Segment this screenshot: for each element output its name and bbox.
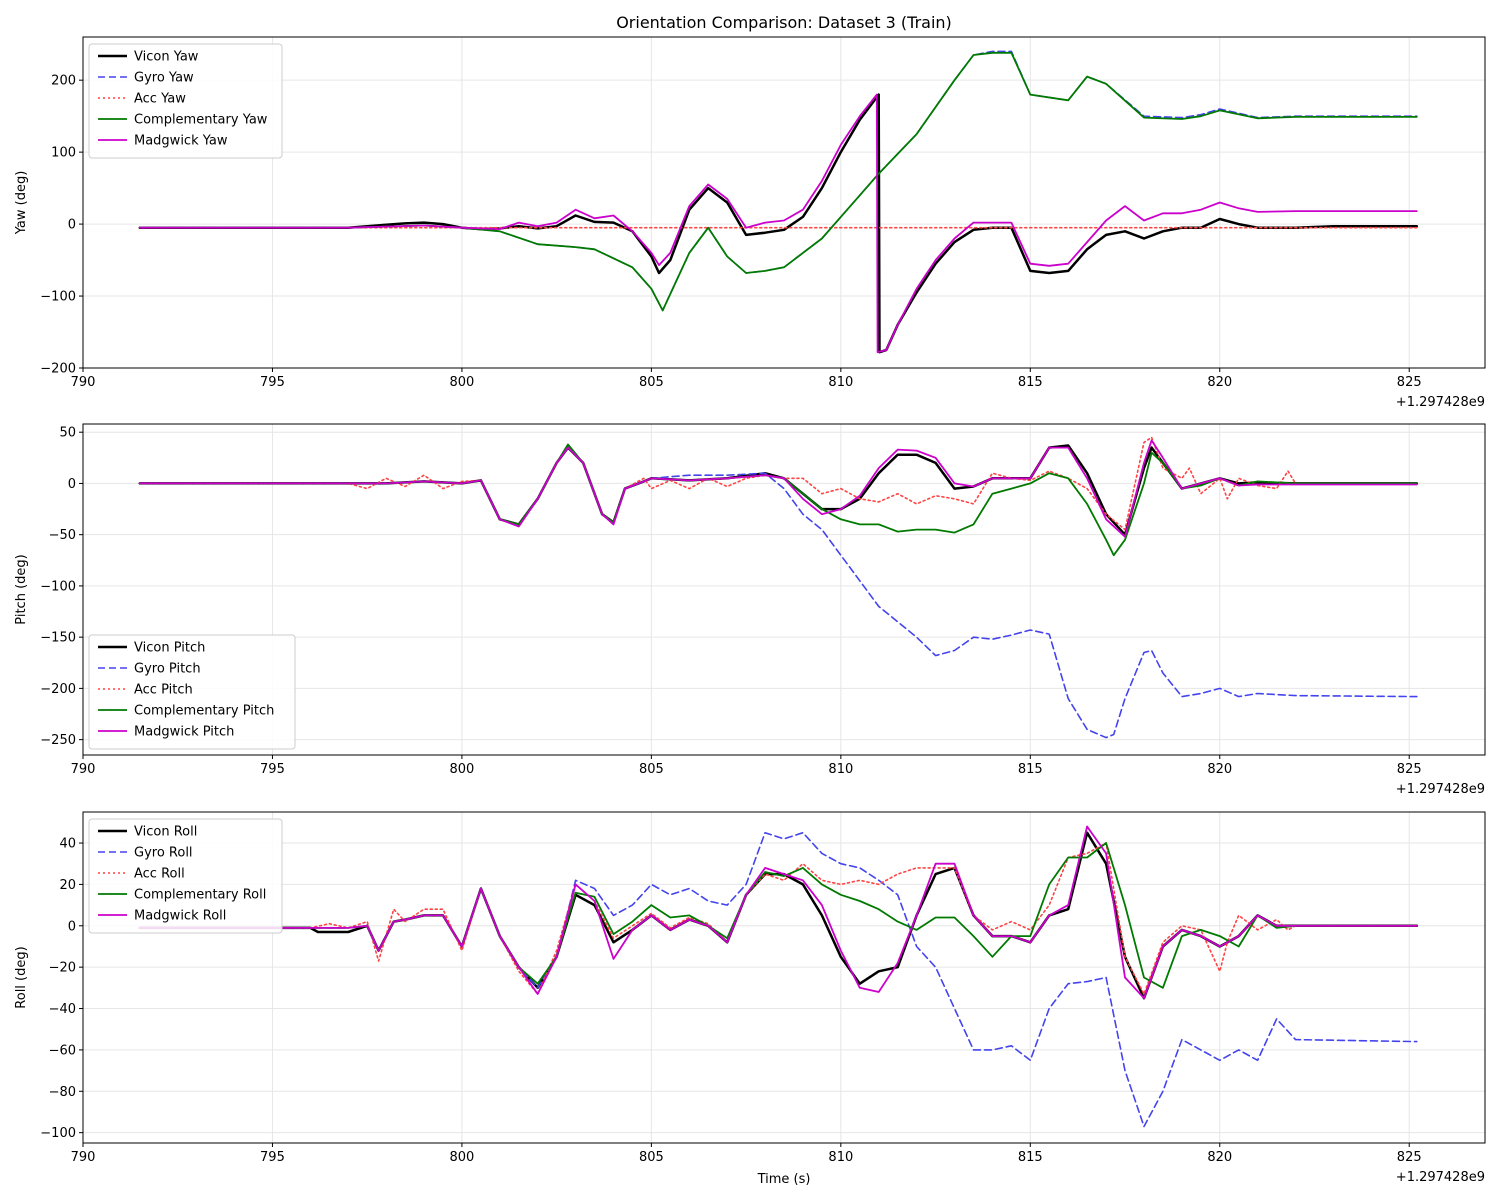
legend-label-madgwick-yaw: Madgwick Yaw	[134, 134, 228, 149]
y-tick-label: −250	[40, 733, 76, 748]
y-tick-label: −60	[49, 1043, 76, 1058]
x-offset-label: +1.297428e9	[1396, 395, 1485, 410]
y-tick-label: 0	[68, 218, 76, 233]
legend-label-vicon-roll: Vicon Roll	[134, 825, 197, 840]
series-line-gyro-yaw	[139, 50, 1418, 312]
legend-label-gyro-pitch: Gyro Pitch	[134, 662, 201, 677]
x-tick-label: 800	[450, 762, 475, 777]
x-tick-label: 810	[828, 1150, 853, 1165]
legend-box	[88, 634, 296, 750]
legend-label-madgwick-pitch: Madgwick Pitch	[134, 725, 234, 740]
y-tick-label: 100	[51, 146, 76, 161]
y-tick-label: −80	[49, 1085, 76, 1100]
y-tick-label: −40	[49, 1002, 76, 1017]
x-tick-label: 795	[260, 1150, 285, 1165]
x-tick-label: 790	[71, 1150, 96, 1165]
x-tick-label: 825	[1397, 375, 1422, 390]
y-tick-label: 0	[68, 919, 76, 934]
y-axis-label: Pitch (deg)	[14, 554, 29, 624]
x-tick-label: 805	[639, 762, 664, 777]
series-line-madgwick-pitch	[138, 439, 1418, 538]
y-axis-label: Roll (deg)	[14, 946, 29, 1008]
series-line-complementary-yaw	[138, 51, 1418, 312]
x-tick-label: 800	[450, 1150, 475, 1165]
legend-box	[88, 818, 283, 934]
pitch-panel: 790 795 800 805 810 815 820 825 −250 −200 −150 −100…	[14, 423, 1486, 797]
series-line-gyro-roll	[139, 831, 1418, 1128]
x-tick-label: 805	[639, 1150, 664, 1165]
y-tick-label: 50	[59, 426, 76, 441]
legend-label-complementary-roll: Complementary Roll	[134, 888, 266, 903]
axes-frame	[82, 423, 1486, 756]
x-tick-label: 815	[1018, 1150, 1043, 1165]
x-offset-label: +1.297428e9	[1396, 1170, 1485, 1185]
x-tick-label: 820	[1207, 375, 1232, 390]
x-tick-label: 800	[450, 375, 475, 390]
legend-label-vicon-yaw: Vicon Yaw	[134, 50, 199, 65]
roll-panel: 790 795 800 805 810 815 820 825 −100 −80 −60 −40 −20…	[14, 811, 1486, 1185]
yaw-panel: 790 795 800 805 810 815 820 825 −200 −100 0 100 200 +…	[14, 36, 1486, 410]
legend-label-complementary-yaw: Complementary Yaw	[134, 113, 268, 128]
y-tick-label: −200	[40, 682, 76, 697]
legend-label-acc-pitch: Acc Pitch	[134, 683, 193, 698]
series-line-acc-roll	[139, 842, 1418, 995]
x-axis-label: Time (s)	[757, 1172, 811, 1187]
x-tick-label: 815	[1018, 762, 1043, 777]
figure-title: Orientation Comparison: Dataset 3 (Train…	[616, 13, 952, 32]
y-axis-label: Yaw (deg)	[14, 171, 29, 236]
series-group	[138, 436, 1419, 739]
series-line-vicon-yaw	[138, 93, 1419, 354]
legend-label-acc-roll: Acc Roll	[134, 867, 185, 882]
legend: Vicon Pitch Gyro Pitch Acc Pitch Complement…	[88, 634, 296, 750]
legend-label-madgwick-roll: Madgwick Roll	[134, 909, 226, 924]
y-tick-label: −20	[49, 961, 76, 976]
y-tick-label: 0	[68, 477, 76, 492]
y-tick-label: −100	[40, 1126, 76, 1141]
legend-label-gyro-roll: Gyro Roll	[134, 846, 193, 861]
x-tick-label: 795	[260, 375, 285, 390]
legend-label-vicon-pitch: Vicon Pitch	[134, 641, 205, 656]
axes-frame	[82, 36, 1486, 369]
y-tick-label: 20	[59, 878, 76, 893]
series-line-madgwick-roll	[138, 825, 1418, 1000]
x-tick-label: 820	[1207, 762, 1232, 777]
y-tick-label: −150	[40, 631, 76, 646]
series-group	[138, 50, 1419, 354]
x-tick-label: 815	[1018, 375, 1043, 390]
x-tick-label: 790	[71, 375, 96, 390]
legend: Vicon Roll Gyro Roll Acc Roll Complementary…	[88, 818, 283, 934]
y-tick-label: −100	[40, 579, 76, 594]
x-tick-label: 795	[260, 762, 285, 777]
series-line-vicon-pitch	[138, 444, 1419, 536]
legend: Vicon Yaw Gyro Yaw Acc Yaw Complementary Ya…	[88, 43, 283, 159]
legend-label-acc-yaw: Acc Yaw	[134, 92, 186, 107]
x-tick-label: 805	[639, 375, 664, 390]
x-offset-label: +1.297428e9	[1396, 782, 1485, 797]
series-group	[138, 825, 1419, 1128]
legend-box	[88, 43, 283, 159]
series-line-vicon-roll	[138, 831, 1419, 1000]
x-tick-label: 810	[828, 375, 853, 390]
y-tick-label: −50	[49, 528, 76, 543]
legend-label-gyro-yaw: Gyro Yaw	[134, 71, 194, 86]
y-tick-label: 40	[59, 837, 76, 852]
axes-frame	[82, 811, 1486, 1144]
y-tick-label: −100	[40, 290, 76, 305]
y-tick-label: 200	[51, 74, 76, 89]
series-line-gyro-pitch	[139, 446, 1418, 739]
legend-label-complementary-pitch: Complementary Pitch	[134, 704, 274, 719]
x-tick-label: 790	[71, 762, 96, 777]
x-tick-label: 825	[1397, 762, 1422, 777]
series-line-complementary-roll	[138, 842, 1418, 989]
series-line-complementary-pitch	[138, 443, 1418, 557]
series-line-madgwick-yaw	[138, 93, 1418, 354]
x-tick-label: 810	[828, 762, 853, 777]
x-tick-label: 820	[1207, 1150, 1232, 1165]
x-tick-label: 825	[1397, 1150, 1422, 1165]
y-tick-label: −200	[40, 362, 76, 377]
